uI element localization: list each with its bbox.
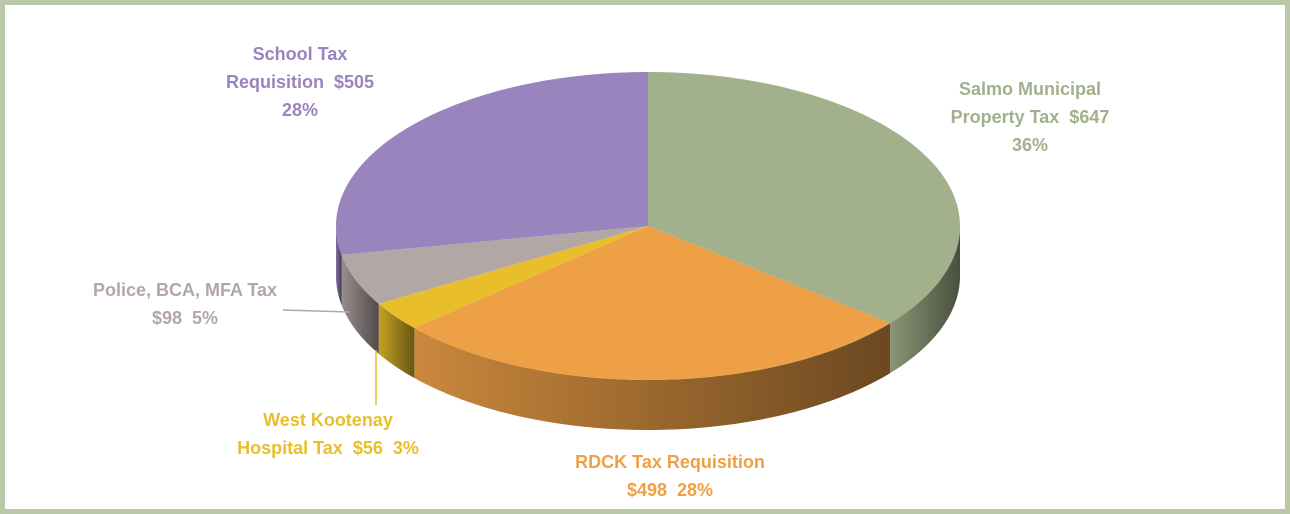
slice-side: [341, 254, 379, 354]
slice-side: [336, 226, 342, 305]
label-value: $56: [352, 438, 383, 458]
label-percent: 5%: [192, 308, 219, 328]
label-value: $647: [1069, 107, 1110, 127]
slice-top: [341, 226, 648, 304]
label-name: West Kootenay Hospital Tax: [237, 410, 393, 458]
label-value: $505: [333, 72, 375, 92]
slice-label: West Kootenay Hospital Tax $56 3%: [228, 406, 428, 462]
slice-top: [648, 72, 960, 324]
label-name: School Tax Requisition: [225, 44, 348, 92]
slice-top: [378, 226, 648, 329]
label-percent: 3%: [392, 438, 419, 458]
slice-side: [414, 323, 891, 430]
label-percent: 36%: [1011, 135, 1049, 155]
label-percent: 28%: [677, 480, 714, 500]
sides: [336, 226, 960, 430]
label-percent: 28%: [281, 100, 319, 120]
slice-side: [890, 226, 960, 374]
slice-label: RDCK Tax Requisition $498 28%: [520, 448, 820, 504]
slice-top: [414, 226, 891, 380]
label-value: $98: [151, 308, 182, 328]
slice-label: Salmo Municipal Property Tax $647 36%: [935, 75, 1125, 159]
leader-line: [282, 309, 351, 313]
label-name: Salmo Municipal Property Tax: [950, 79, 1102, 127]
label-name: RDCK Tax Requisition: [575, 452, 765, 472]
slice-label: Police, BCA, MFA Tax $98 5%: [55, 276, 315, 332]
label-name: Police, BCA, MFA Tax: [92, 280, 278, 300]
slice-side: [378, 303, 415, 379]
slice-top: [336, 72, 648, 255]
slice-label: School Tax Requisition $505 28%: [215, 40, 385, 124]
label-value: $498: [626, 480, 667, 500]
